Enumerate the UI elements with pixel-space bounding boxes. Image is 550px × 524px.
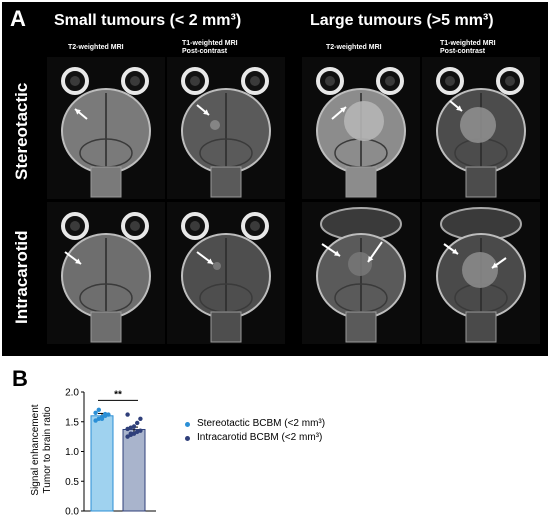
- data-point: [99, 416, 105, 421]
- y-tick-label: 1.0: [65, 447, 79, 458]
- legend-label-intracarotid: Intracarotid BCBM (<2 mm³): [197, 432, 323, 443]
- y-axis-label-line2: Tumor to brain ratio: [42, 406, 53, 493]
- significance-label: **: [114, 389, 122, 400]
- panel-a-letter: A: [10, 6, 26, 31]
- legend-marker-stereotactic: [185, 422, 190, 427]
- data-point: [96, 407, 102, 413]
- large-tumours-title: Large tumours (>5 mm³): [310, 12, 494, 29]
- y-axis-label-line1: Signal enhancement: [30, 404, 41, 495]
- panel-a-mri-figure: A Small tumours (< 2 mm³) Large tumours …: [2, 2, 548, 356]
- col-label-2: T1-weighted MRI Post-contrast: [182, 40, 238, 55]
- mri-image-stereotactic-small-t2: [47, 57, 165, 199]
- y-tick-label: 1.5: [65, 417, 79, 428]
- legend-marker-intracarotid: [185, 436, 190, 441]
- data-point: [138, 416, 143, 421]
- mri-image-intracarotid-large-t2: [302, 202, 420, 344]
- mri-image-stereotactic-large-t2: [302, 57, 420, 199]
- small-tumours-title: Small tumours (< 2 mm³): [54, 12, 242, 29]
- bar-stereotactic: [90, 415, 114, 512]
- panel-b-letter: B: [12, 366, 28, 391]
- data-point: [93, 410, 98, 416]
- data-point: [138, 428, 143, 433]
- y-tick-label: 0.5: [65, 477, 79, 488]
- mri-image-stereotactic-small-t1: [167, 57, 285, 199]
- col-label-1: T2-weighted MRI: [68, 44, 124, 51]
- legend-label-stereotactic: Stereotactic BCBM (<2 mm³): [197, 418, 326, 429]
- col-label-3: T2-weighted MRI: [326, 44, 382, 51]
- row-label-intracarotid: Intracarotid: [12, 230, 31, 324]
- data-point: [96, 416, 102, 421]
- data-point: [135, 420, 140, 426]
- data-point: [103, 411, 108, 417]
- row-label-stereotactic: Stereotactic: [12, 82, 31, 180]
- mri-image-intracarotid-small-t2: [47, 202, 165, 344]
- mri-image-intracarotid-large-t1: [422, 202, 540, 344]
- bar-chart: Signal enhancement Tumor to brain ratio …: [30, 388, 156, 518]
- mri-image-stereotactic-large-t1: [422, 57, 540, 199]
- data-point: [128, 431, 133, 436]
- y-tick-label: 2.0: [65, 388, 79, 399]
- col-label-4: T1-weighted MRI Post-contrast: [440, 40, 496, 55]
- data-point: [131, 431, 137, 436]
- y-tick-label: 0.0: [65, 507, 79, 518]
- bar-intracarotid: [122, 428, 146, 512]
- mri-image-intracarotid-small-t1: [167, 202, 285, 344]
- data-point: [125, 412, 130, 417]
- data-point: [131, 424, 137, 429]
- data-point: [93, 418, 98, 423]
- data-point: [125, 434, 130, 439]
